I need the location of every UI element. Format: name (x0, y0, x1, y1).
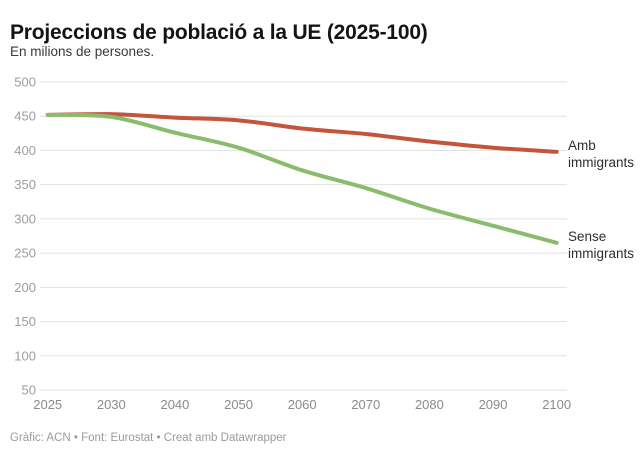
chart-attribution: Gràfic: ACN • Font: Eurostat • Creat amb… (10, 432, 287, 444)
y-axis-tick-label: 500 (14, 75, 36, 90)
x-axis-tick-label: 2070 (351, 397, 380, 412)
x-axis-tick-label: 2040 (160, 397, 189, 412)
x-axis-tick-label: 2025 (33, 397, 62, 412)
y-axis-tick-label: 200 (14, 280, 36, 295)
x-axis-tick-label: 2080 (415, 397, 444, 412)
chart-subtitle: En milions de persones. (10, 44, 155, 59)
y-axis-tick-label: 50 (22, 383, 36, 398)
x-axis-tick-label: 2090 (479, 397, 508, 412)
series-label-sense-immigrants: Sense immigrants (568, 228, 635, 261)
x-axis-tick-label: 2030 (97, 397, 126, 412)
series-line-sense-immigrants (45, 112, 559, 245)
chart-title: Projeccions de població a la UE (2025-10… (10, 21, 428, 45)
y-axis-tick-label: 250 (14, 246, 36, 261)
y-axis-tick-label: 350 (14, 177, 36, 192)
x-axis-tick-label: 2060 (288, 397, 317, 412)
series-line-amb-immigrants (45, 112, 559, 154)
y-axis-tick-label: 400 (14, 143, 36, 158)
y-axis-tick-label: 450 (14, 109, 36, 124)
y-axis-tick-label: 100 (14, 348, 36, 363)
y-axis-tick-label: 150 (14, 314, 36, 329)
series-label-amb-immigrants: Amb immigrants (568, 137, 635, 170)
y-axis-tick-label: 300 (14, 211, 36, 226)
x-axis-tick-label: 2050 (224, 397, 253, 412)
x-axis-tick-label: 2100 (542, 397, 571, 412)
